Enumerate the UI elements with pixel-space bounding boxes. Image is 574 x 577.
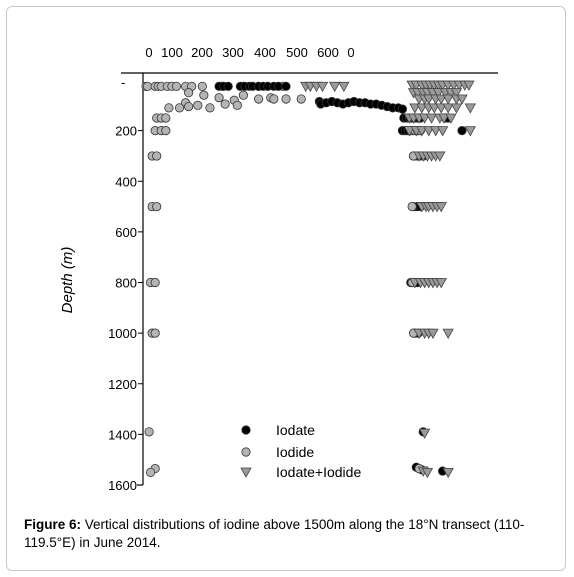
data-point-iodate-plus-iodide [403, 126, 416, 137]
data-point-iodate [223, 81, 233, 91]
data-point-iodide [193, 100, 203, 110]
caption-text: Vertical distributions of iodine above 1… [24, 517, 525, 550]
data-point-iodate-plus-iodide [430, 126, 442, 137]
data-point-iodate-plus-iodide [438, 113, 450, 124]
data-point-iodide [150, 277, 160, 288]
data-point-iodate-plus-iodide [442, 328, 454, 339]
data-point-iodide [199, 90, 209, 100]
data-point-iodate-plus-iodide [432, 88, 445, 99]
data-point-iodate-plus-iodide [423, 94, 435, 105]
chart-axes: 200 400 600 800 1000 1200 1400 1600 - 0 100 200 300 4… [108, 45, 498, 493]
data-point-iodate-plus-iodide [463, 80, 475, 91]
data-point-iodate-plus-iodide [418, 428, 431, 439]
y-tick-label: 1200 [108, 377, 137, 392]
legend-label: Iodate+Iodide [276, 464, 361, 480]
data-point-iodate-plus-iodide [421, 467, 434, 479]
data-point-iodate-plus-iodide [435, 202, 447, 213]
data-point-iodate-plus-iodide [425, 113, 438, 124]
data-point-iodate-plus-iodide [445, 113, 457, 124]
legend-marker [241, 447, 251, 457]
data-point-iodate-plus-iodide [435, 103, 447, 114]
data-point-iodate-plus-iodide [316, 81, 329, 93]
data-point-iodate-plus-iodide [423, 126, 435, 137]
data-point-iodide [161, 126, 171, 136]
data-point-iodate [397, 104, 408, 114]
legend-marker [240, 467, 252, 478]
data-point-iodide [220, 99, 230, 109]
data-point-iodide [146, 467, 156, 477]
data-point-iodide [164, 103, 174, 113]
data-point-iodide [205, 103, 215, 113]
data-point-iodate-plus-iodide [442, 94, 454, 105]
data-point-iodide [184, 101, 194, 112]
y-tick-label: 400 [115, 174, 137, 189]
data-point-iodate [273, 81, 284, 91]
data-point-iodate-plus-iodide [435, 94, 447, 105]
data-point-iodate-plus-iodide [464, 103, 476, 114]
y-tick-label: 600 [115, 225, 137, 240]
data-point-iodide [171, 81, 182, 91]
x-tick-label-top: 600 [317, 45, 339, 60]
x-tick-label-top: 300 [222, 45, 244, 60]
data-point-iodate-plus-iodide [427, 328, 439, 339]
legend-marker [241, 425, 251, 435]
y-axis-label: Depth (m) [59, 247, 76, 314]
y-tick-label: 1600 [108, 478, 137, 493]
data-point-iodide [296, 94, 306, 104]
x-tick-label-top: 100 [161, 45, 183, 60]
data-point-iodate-plus-iodide [329, 81, 341, 93]
x-tick-label-top: 400 [254, 45, 276, 60]
data-point-iodide [281, 94, 291, 104]
data-point-iodide [238, 90, 249, 100]
data-point-iodate-plus-iodide [450, 88, 463, 99]
y-tick-label: 1000 [108, 326, 137, 341]
caption-label: Figure 6: [24, 517, 82, 532]
x-tick-label-top: 0 [347, 45, 354, 60]
data-point-iodate-plus-iodide [442, 467, 454, 479]
data-point-iodate-plus-iodide [418, 113, 431, 124]
legend-label: Iodate [276, 422, 315, 438]
data-point-iodate-plus-iodide [464, 126, 476, 137]
data-point-iodide [152, 151, 162, 161]
data-point-iodate [457, 126, 467, 136]
data-point-iodate-plus-iodide [456, 94, 468, 105]
data-point-iodide [214, 93, 224, 103]
data-point-iodate-plus-iodide [450, 103, 463, 114]
data-point-iodate-plus-iodide [416, 103, 428, 114]
figure-caption: Figure 6: Vertical distributions of iodi… [24, 516, 554, 552]
y-tick-label: 200 [115, 124, 137, 139]
data-point-iodide [197, 81, 207, 91]
data-point-iodate-plus-iodide [435, 278, 447, 289]
data-point-iodate-plus-iodide [442, 103, 454, 114]
data-point-iodate-plus-iodide [436, 126, 449, 137]
data-point-iodate-plus-iodide [409, 103, 421, 114]
x-tick-label-top: 500 [286, 45, 308, 60]
chart-legend: Iodate Iodide Iodate+Iodide [240, 422, 361, 480]
x-tick-label-top: 0 [145, 45, 152, 60]
y-tick-label: 800 [115, 276, 137, 291]
data-point-iodide [144, 427, 154, 437]
data-point-iodate-plus-iodide [416, 126, 428, 137]
chart-marks [141, 80, 476, 479]
data-point-iodide [142, 81, 153, 91]
data-point-iodide [269, 94, 279, 104]
data-point-iodate-plus-iodide [338, 81, 350, 93]
y-tick-label: 1400 [108, 427, 137, 442]
data-point-iodate [281, 81, 291, 91]
data-point-iodide [232, 100, 242, 110]
data-point-iodate-plus-iodide [434, 151, 446, 162]
data-point-iodide [150, 328, 160, 338]
data-point-iodide [174, 103, 185, 113]
legend-label: Iodide [276, 444, 314, 460]
x-tick-label-top: 200 [191, 45, 213, 60]
data-point-iodide [184, 88, 194, 98]
data-point-iodide [407, 201, 417, 212]
chart-plot: 200 400 600 800 1000 1200 1400 1600 - 0 100 200 300 4… [59, 45, 498, 493]
y-tick-label: - [121, 75, 125, 90]
data-point-iodide [161, 113, 171, 123]
data-point-iodide [152, 201, 162, 212]
data-point-iodate-plus-iodide [428, 103, 440, 114]
data-point-iodide [254, 94, 264, 104]
